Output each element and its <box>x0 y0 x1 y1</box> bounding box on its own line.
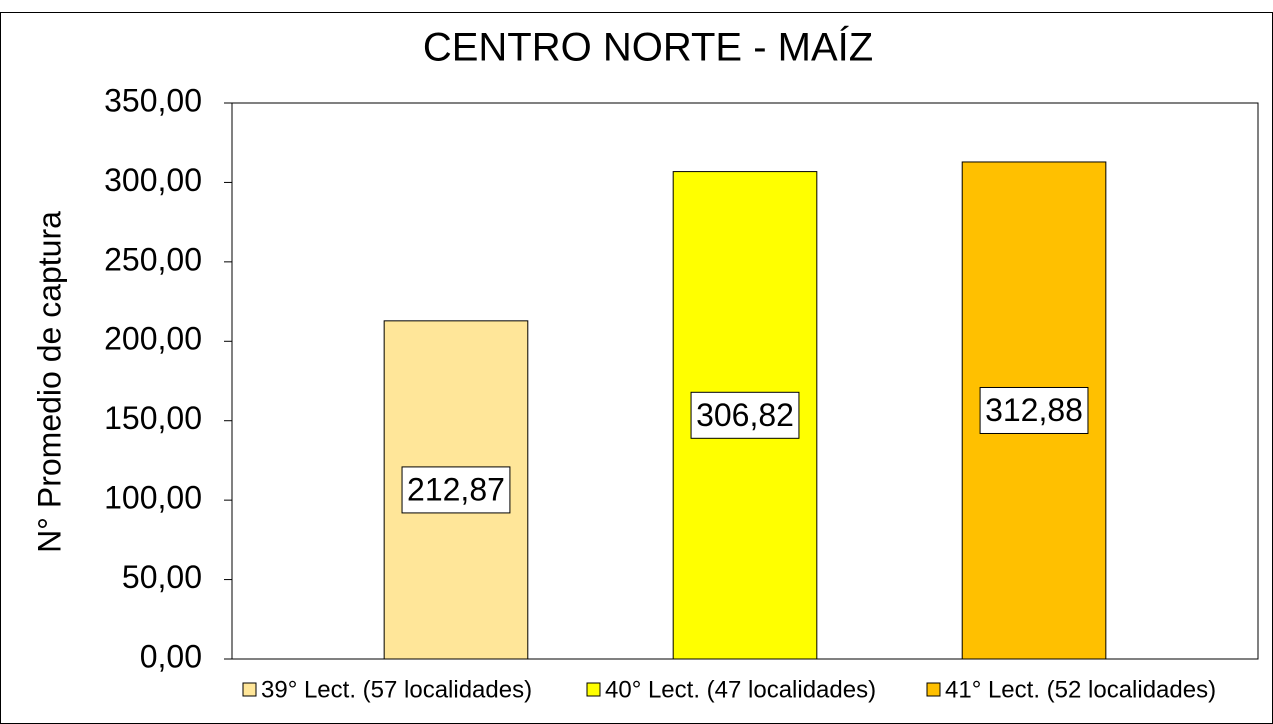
legend-swatch <box>586 682 601 697</box>
data-label-box <box>401 466 511 514</box>
data-label: 306,82 <box>696 397 794 433</box>
y-tick-label: 50,00 <box>122 559 202 595</box>
legend-swatch <box>926 682 941 697</box>
y-axis-label: N° Promedio de captura <box>31 211 67 553</box>
y-tick-label: 300,00 <box>104 162 202 198</box>
data-label-box <box>690 391 800 439</box>
data-label: 212,87 <box>407 471 505 507</box>
legend-label: 40° Lect. (47 localidades) <box>605 676 876 703</box>
y-tick-label: 200,00 <box>104 321 202 357</box>
y-tick-label: 350,00 <box>104 82 202 118</box>
legend-label: 41° Lect. (52 localidades) <box>945 676 1216 703</box>
y-tick-label: 150,00 <box>104 400 202 436</box>
legend-label: 39° Lect. (57 localidades) <box>261 676 532 703</box>
data-label: 312,88 <box>985 392 1083 428</box>
chart-title: CENTRO NORTE - MAÍZ <box>423 25 873 70</box>
data-label-box <box>979 386 1089 434</box>
y-tick-label: 100,00 <box>104 480 202 516</box>
y-tick-label: 0,00 <box>140 638 202 674</box>
y-tick-label: 250,00 <box>104 241 202 277</box>
legend-swatch <box>242 682 257 697</box>
